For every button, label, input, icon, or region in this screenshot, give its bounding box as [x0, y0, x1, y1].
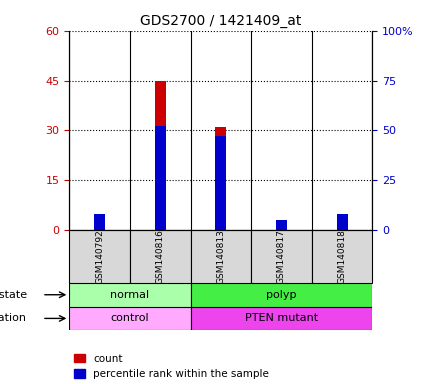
- Text: PTEN mutant: PTEN mutant: [245, 313, 318, 323]
- Bar: [312, 230, 372, 283]
- Bar: [69, 230, 130, 283]
- Bar: [336, 214, 348, 230]
- Text: GSM140813: GSM140813: [216, 229, 225, 284]
- Legend: count, percentile rank within the sample: count, percentile rank within the sample: [74, 354, 269, 379]
- Text: polyp: polyp: [266, 290, 297, 300]
- Bar: [94, 220, 105, 230]
- Bar: [191, 230, 251, 283]
- Bar: [130, 230, 191, 283]
- Bar: [215, 127, 226, 230]
- Title: GDS2700 / 1421409_at: GDS2700 / 1421409_at: [140, 14, 301, 28]
- Bar: [276, 220, 287, 230]
- Text: GSM140817: GSM140817: [277, 229, 286, 284]
- Bar: [336, 220, 348, 230]
- Bar: [276, 223, 287, 230]
- Bar: [191, 283, 372, 306]
- Bar: [191, 306, 372, 330]
- Bar: [94, 214, 105, 230]
- Bar: [215, 136, 226, 230]
- Text: GSM140818: GSM140818: [338, 229, 346, 284]
- Text: control: control: [110, 313, 149, 323]
- Bar: [251, 230, 312, 283]
- Text: GSM140792: GSM140792: [95, 229, 104, 284]
- Bar: [69, 306, 191, 330]
- Text: GSM140816: GSM140816: [156, 229, 165, 284]
- Bar: [155, 126, 166, 230]
- Bar: [155, 81, 166, 230]
- Text: disease state: disease state: [0, 290, 27, 300]
- Text: genotype/variation: genotype/variation: [0, 313, 27, 323]
- Text: normal: normal: [110, 290, 149, 300]
- Bar: [69, 283, 191, 306]
